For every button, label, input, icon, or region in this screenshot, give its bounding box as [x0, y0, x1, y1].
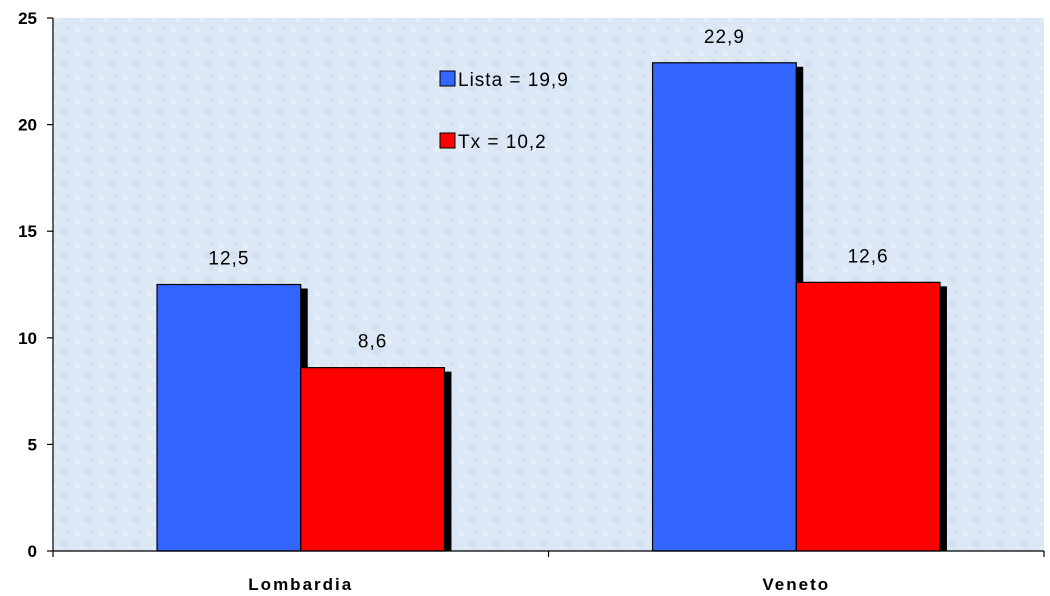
bar-veneto-series-2	[795, 281, 941, 552]
data-label: 8,6	[358, 332, 387, 353]
legend-swatch	[439, 132, 456, 149]
data-label: 12,5	[208, 249, 249, 270]
bar-veneto-series-1	[651, 62, 797, 552]
bars-layer: 12,5 8,6 22,9 12,6	[156, 27, 947, 552]
y-tick-label: 0	[28, 542, 37, 561]
y-tick-label: 15	[18, 222, 37, 241]
y-tick-label: 25	[18, 9, 37, 28]
y-tick-label: 5	[28, 435, 37, 454]
axis-layer: Lombardia Veneto 0 5 10 15 20 25	[18, 9, 1045, 594]
data-label: 22,9	[704, 27, 745, 48]
x-tick-label-veneto: Veneto	[762, 575, 830, 594]
legend-label: Lista = 19,9	[458, 70, 569, 91]
y-tick-label: 20	[18, 116, 37, 135]
legend-label: Tx = 10,2	[458, 132, 547, 153]
x-tick-label-lombardia: Lombardia	[248, 575, 353, 594]
y-tick-label: 10	[18, 329, 37, 348]
legend-swatch	[439, 70, 456, 87]
data-label: 12,6	[848, 246, 889, 267]
bar-lombardia-series-1	[156, 283, 302, 552]
bar-lombardia-series-2	[300, 367, 446, 552]
legend: Lista = 19,9 Tx = 10,2	[439, 70, 569, 153]
